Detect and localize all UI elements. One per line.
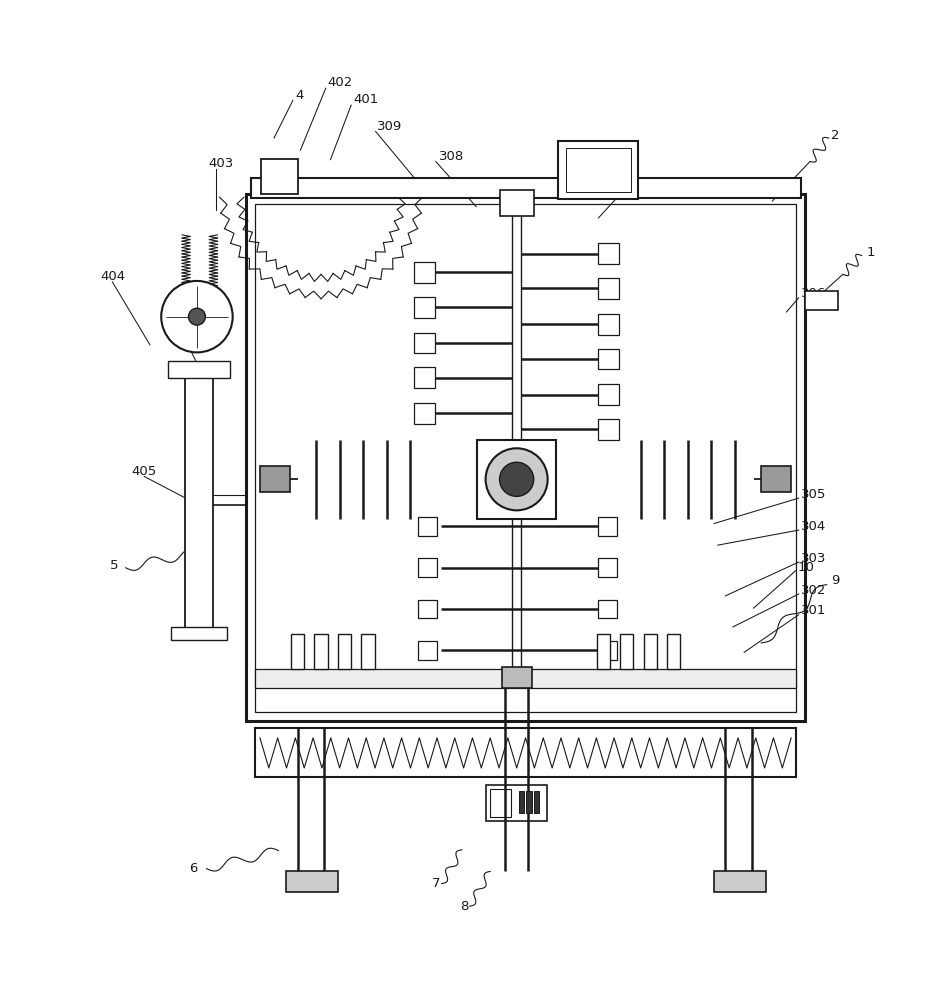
Bar: [599, 314, 620, 335]
Bar: [260, 466, 290, 492]
Bar: [599, 419, 620, 440]
Bar: [414, 403, 435, 424]
Text: 301: 301: [801, 604, 826, 617]
Bar: [414, 297, 435, 318]
Bar: [168, 361, 230, 378]
Bar: [558, 141, 638, 199]
Bar: [597, 634, 610, 669]
Bar: [599, 349, 620, 369]
Bar: [620, 634, 633, 669]
Bar: [502, 667, 532, 688]
Bar: [171, 627, 227, 640]
Bar: [599, 600, 618, 618]
Circle shape: [189, 308, 206, 325]
Circle shape: [161, 281, 233, 352]
Text: 303: 303: [801, 552, 826, 565]
Text: 405: 405: [131, 465, 157, 478]
Bar: [418, 600, 437, 618]
Bar: [566, 148, 631, 192]
Text: 7: 7: [432, 877, 440, 890]
Text: 403: 403: [208, 157, 234, 170]
Bar: [534, 791, 539, 813]
Bar: [599, 278, 620, 299]
Text: 404: 404: [100, 270, 125, 283]
Bar: [418, 517, 437, 536]
Bar: [667, 634, 680, 669]
Text: 402: 402: [327, 76, 353, 89]
Bar: [291, 634, 305, 669]
Bar: [414, 262, 435, 283]
Bar: [599, 517, 618, 536]
Text: 10: 10: [798, 561, 815, 574]
Text: 309: 309: [377, 120, 403, 133]
Bar: [599, 558, 618, 577]
Bar: [414, 367, 435, 388]
Bar: [599, 243, 620, 264]
Bar: [256, 728, 796, 777]
Bar: [761, 466, 791, 492]
Text: 4: 4: [296, 89, 304, 102]
Circle shape: [500, 462, 534, 496]
Bar: [489, 789, 510, 817]
Text: 306: 306: [801, 287, 826, 300]
Bar: [500, 190, 534, 216]
Text: 305: 305: [801, 488, 826, 501]
Bar: [314, 634, 327, 669]
Bar: [261, 159, 299, 194]
Bar: [486, 785, 547, 821]
Bar: [185, 368, 213, 632]
Text: 5: 5: [109, 559, 118, 572]
Bar: [361, 634, 374, 669]
Bar: [418, 558, 437, 577]
Text: 8: 8: [460, 900, 469, 913]
Text: 2: 2: [831, 129, 839, 142]
Text: 304: 304: [801, 520, 826, 533]
Bar: [477, 440, 556, 519]
Bar: [805, 291, 838, 310]
Text: 9: 9: [831, 574, 839, 587]
Text: 401: 401: [353, 93, 378, 106]
Bar: [599, 641, 618, 660]
Text: 3: 3: [622, 185, 631, 198]
Text: 6: 6: [190, 862, 198, 875]
Bar: [246, 194, 805, 721]
Text: A: A: [173, 320, 182, 333]
Bar: [418, 641, 437, 660]
Bar: [643, 634, 656, 669]
Bar: [526, 791, 532, 813]
Bar: [599, 384, 620, 405]
Bar: [338, 634, 351, 669]
Bar: [251, 178, 801, 198]
Bar: [256, 204, 796, 712]
Bar: [414, 333, 435, 353]
Text: 1: 1: [867, 246, 875, 259]
Bar: [287, 871, 338, 892]
Text: 307: 307: [604, 148, 629, 161]
Bar: [519, 791, 524, 813]
Circle shape: [486, 448, 548, 510]
Bar: [714, 871, 766, 892]
Text: 302: 302: [801, 584, 826, 597]
Bar: [256, 669, 796, 688]
Text: 308: 308: [438, 150, 464, 163]
